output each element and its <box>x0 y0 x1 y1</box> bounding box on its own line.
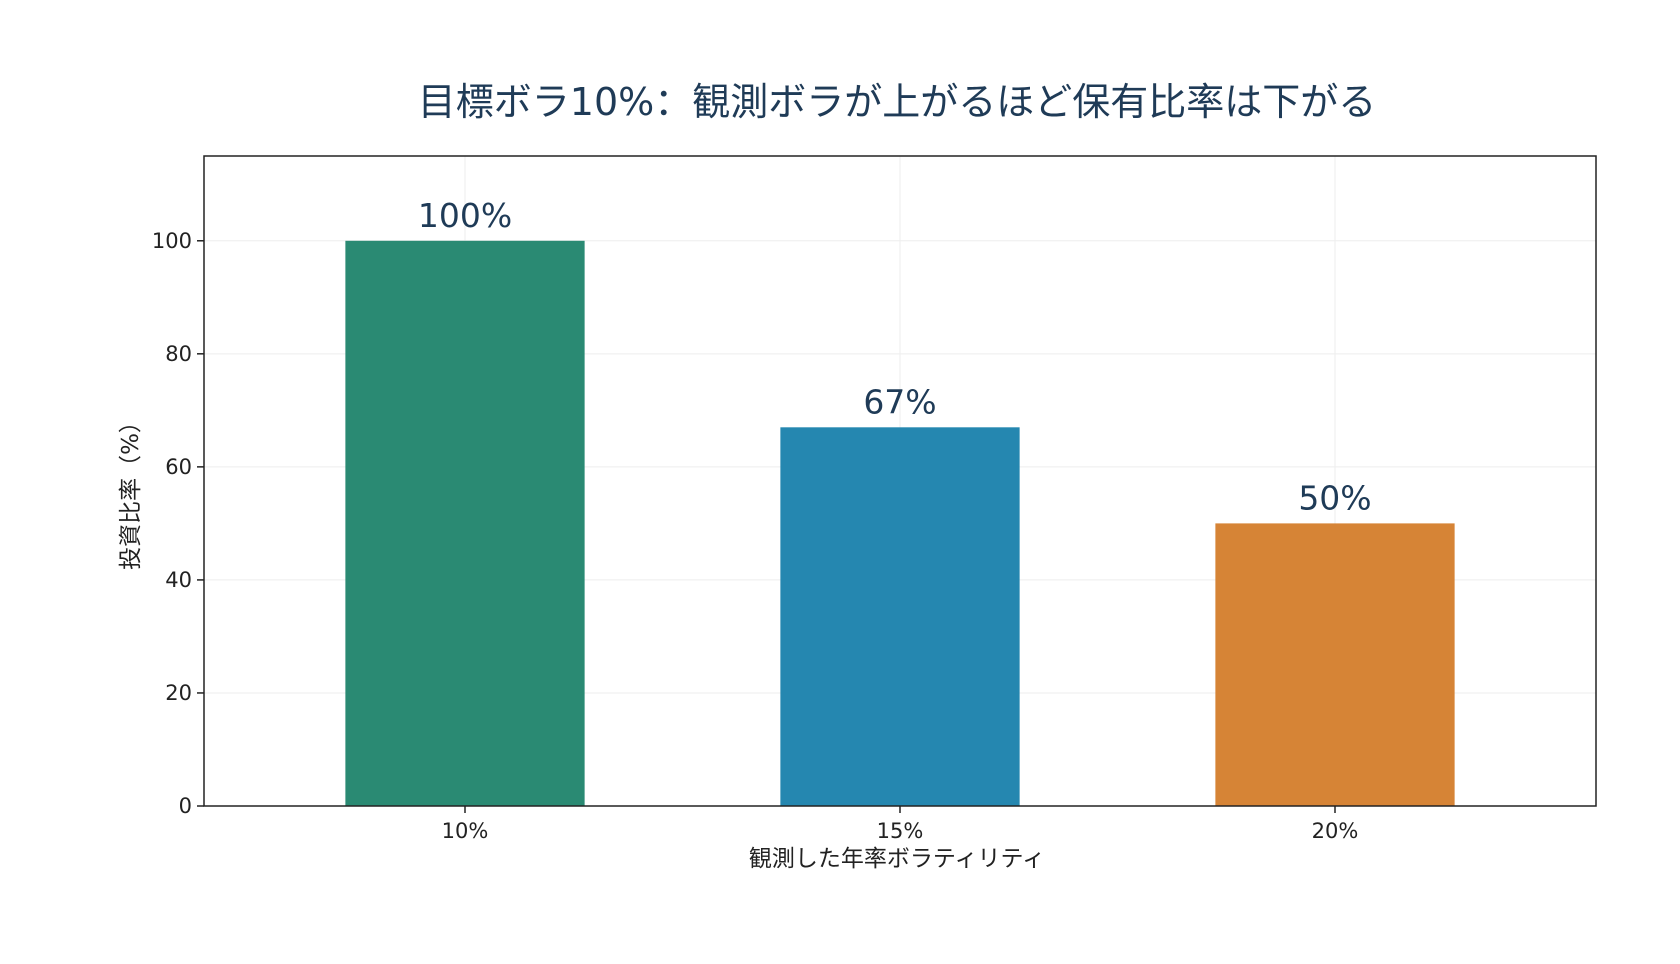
x-tick-label: 15% <box>877 819 924 843</box>
x-tick-label: 20% <box>1312 819 1359 843</box>
x-axis-ticks: 10% 15% 20% <box>442 806 1359 843</box>
bar-value-label: 100% <box>418 196 512 235</box>
y-axis-label: 投資比率（%） <box>118 410 144 570</box>
bar <box>1215 523 1455 806</box>
x-tick-label: 10% <box>442 819 489 843</box>
y-tick-label: 100 <box>152 229 192 253</box>
y-tick-label: 20 <box>165 681 192 705</box>
bar-value-label: 50% <box>1298 478 1371 517</box>
y-axis-ticks: 0 20 40 60 80 100 <box>152 229 204 818</box>
y-tick-label: 60 <box>165 455 192 479</box>
y-tick-label: 40 <box>165 568 192 592</box>
y-tick-label: 0 <box>179 794 192 818</box>
bar <box>780 427 1020 806</box>
bars <box>345 240 1455 807</box>
bar <box>345 240 585 807</box>
value-labels: 100% 67% 50% <box>418 196 1372 518</box>
x-axis-label: 観測した年率ボラティリティ <box>749 846 1045 872</box>
y-tick-label: 80 <box>165 342 192 366</box>
bar-value-label: 67% <box>863 382 936 421</box>
chart-title: 目標ボラ10%：観測ボラが上がるほど保有比率は下がる <box>418 80 1376 124</box>
